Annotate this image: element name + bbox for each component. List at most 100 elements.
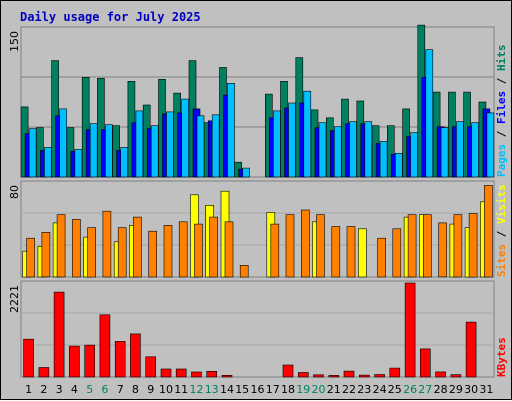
pages-bar bbox=[120, 147, 128, 178]
x-tick-label: 17 bbox=[266, 383, 280, 396]
kbytes-bar bbox=[221, 374, 233, 378]
pages-bar bbox=[425, 49, 434, 178]
x-tick-label: 21 bbox=[327, 383, 341, 396]
sites-bar bbox=[178, 221, 188, 278]
x-tick-label: 2 bbox=[40, 383, 47, 396]
x-tick-label: 6 bbox=[101, 383, 108, 396]
x-tick-label: 25 bbox=[388, 383, 402, 396]
x-tick-label: 30 bbox=[464, 383, 478, 396]
pages-bar bbox=[74, 149, 83, 178]
kbytes-bar bbox=[145, 356, 156, 378]
pages-bar bbox=[440, 127, 449, 178]
top-max-label: 150 bbox=[8, 31, 21, 52]
x-tick-label: 14 bbox=[220, 383, 234, 396]
sites-bar bbox=[407, 214, 417, 278]
legend-hits: Hits bbox=[495, 45, 508, 72]
legend-separator: / bbox=[495, 224, 508, 244]
sites-bar bbox=[453, 214, 463, 278]
legend-separator: / bbox=[495, 124, 508, 144]
pages-bar bbox=[349, 121, 357, 178]
legend-files: Files bbox=[495, 91, 508, 124]
x-tick-label: 24 bbox=[373, 383, 387, 396]
kbytes-bar bbox=[38, 367, 50, 378]
kbytes-bar bbox=[160, 368, 172, 378]
kbytes-bar bbox=[389, 367, 401, 378]
sites-bar bbox=[468, 213, 478, 278]
kbytes-bar bbox=[206, 370, 217, 378]
chart-title: Daily usage for July 2025 bbox=[20, 10, 201, 24]
pages-bar bbox=[211, 114, 220, 178]
x-tick-label: 19 bbox=[296, 383, 310, 396]
pages-bar bbox=[486, 112, 495, 178]
sites-bar bbox=[87, 227, 96, 278]
kbytes-bar bbox=[282, 364, 294, 378]
sites-bar bbox=[392, 228, 402, 278]
sites-bar bbox=[331, 226, 341, 278]
top-legend: Pages / Files / Hits bbox=[495, 45, 508, 178]
sites-bar bbox=[194, 223, 203, 278]
bottom-legend: KBytes bbox=[495, 337, 508, 377]
sites-bar bbox=[224, 221, 234, 278]
kbytes-bar bbox=[450, 374, 462, 378]
kbytes-bar bbox=[23, 338, 34, 378]
x-tick-label: 3 bbox=[56, 383, 63, 396]
pages-bar bbox=[303, 90, 312, 178]
pages-bar bbox=[471, 122, 479, 178]
kbytes-bar bbox=[175, 368, 187, 378]
sites-bar bbox=[316, 214, 325, 278]
middle-panel: 80 Sites / Visits bbox=[8, 180, 508, 278]
pages-bar bbox=[227, 83, 235, 178]
kbytes-bar bbox=[99, 314, 111, 378]
sites-bar bbox=[72, 219, 81, 278]
top-panel: 150 Pages / Files / Hits bbox=[8, 24, 508, 178]
sites-bar bbox=[148, 230, 157, 278]
sites-bar bbox=[133, 216, 142, 278]
pages-bar bbox=[288, 102, 296, 178]
kbytes-bar bbox=[435, 371, 446, 378]
x-axis-ticks: 1 2 3 4 5 6 7 8 9 10 11 12 13 14 15 16 17 18 19 20 21 22 23 24 2… bbox=[25, 383, 493, 396]
kbytes-bar bbox=[191, 371, 202, 378]
pages-bar bbox=[135, 110, 144, 178]
x-tick-label: 15 bbox=[235, 383, 249, 396]
x-tick-label: 23 bbox=[357, 383, 371, 396]
x-tick-label: 20 bbox=[312, 383, 326, 396]
kbytes-bar bbox=[313, 374, 324, 378]
pages-bar bbox=[394, 153, 403, 178]
kbytes-bar bbox=[358, 374, 370, 378]
pages-bar bbox=[89, 123, 98, 178]
x-tick-label: 18 bbox=[281, 383, 295, 396]
pages-bar bbox=[196, 115, 205, 178]
sites-bar bbox=[102, 210, 112, 278]
x-tick-label: 27 bbox=[418, 383, 432, 396]
middle-max-label: 80 bbox=[8, 185, 21, 199]
middle-legend: Sites / Visits bbox=[495, 184, 508, 277]
bottom-panel: 2221 KBytes bbox=[8, 280, 508, 378]
kbytes-bar bbox=[130, 333, 141, 378]
bottom-max-label: 2221 bbox=[8, 285, 21, 313]
x-tick-label: 7 bbox=[117, 383, 124, 396]
sites-bar bbox=[117, 227, 127, 278]
x-tick-label: 26 bbox=[403, 383, 417, 396]
sites-bar bbox=[270, 223, 280, 278]
legend-separator: / bbox=[495, 71, 508, 91]
pages-bar bbox=[44, 147, 52, 178]
sites-bar bbox=[377, 237, 386, 278]
sites-bar bbox=[56, 214, 66, 278]
sites-bar bbox=[422, 214, 432, 278]
sites-bar bbox=[438, 222, 447, 278]
pages-bar bbox=[105, 124, 113, 178]
pages-bar bbox=[150, 125, 159, 178]
sites-bar bbox=[285, 214, 295, 278]
sites-bar bbox=[41, 232, 51, 278]
sites-bar bbox=[26, 237, 35, 278]
kbytes-bar bbox=[84, 344, 95, 378]
pages-bar bbox=[318, 122, 327, 178]
x-tick-label: 1 bbox=[25, 383, 32, 396]
legend-pages: Pages bbox=[495, 144, 508, 177]
x-tick-label: 11 bbox=[174, 383, 188, 396]
kbytes-bar bbox=[404, 282, 416, 378]
legend-visits: Visits bbox=[495, 184, 508, 224]
x-tick-label: 31 bbox=[479, 383, 493, 396]
